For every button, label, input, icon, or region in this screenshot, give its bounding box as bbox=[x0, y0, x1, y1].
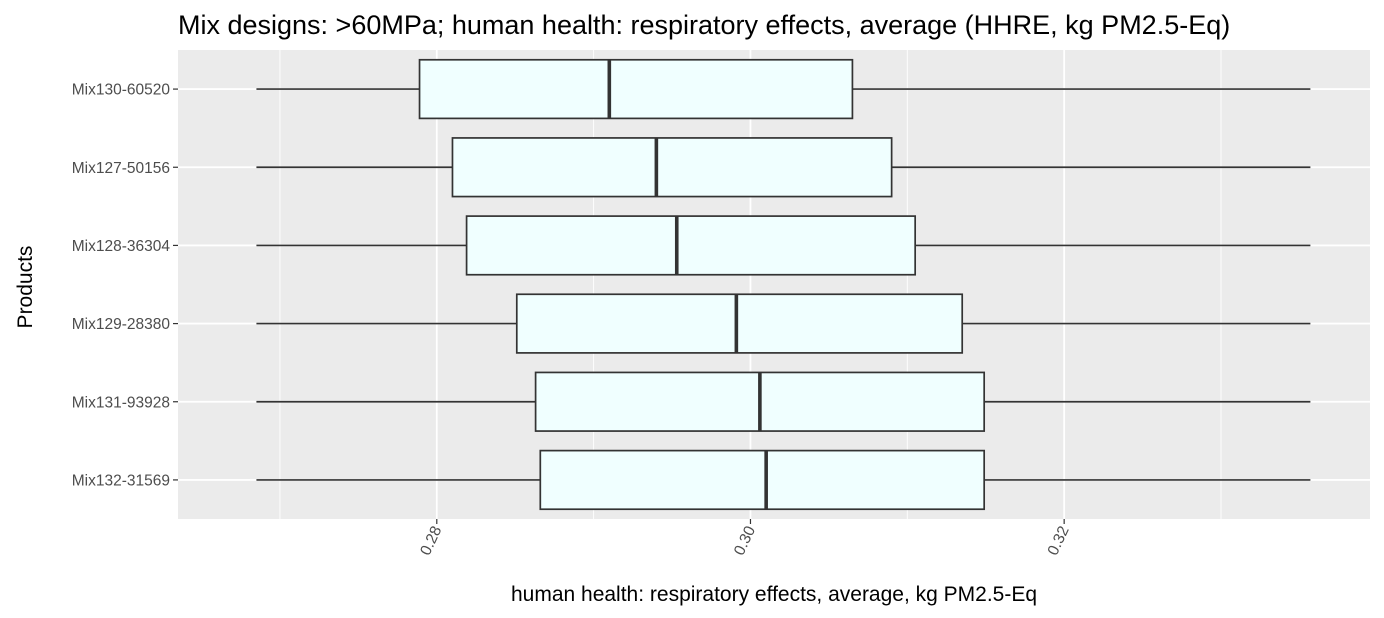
iqr-box bbox=[418, 58, 854, 120]
x-tick-label: 0.28 bbox=[417, 524, 445, 559]
y-tick-label: Mix129-28380 bbox=[72, 316, 171, 333]
box-series bbox=[256, 58, 1311, 511]
iqr-box bbox=[515, 293, 964, 354]
y-tick-label: Mix128-36304 bbox=[72, 238, 171, 255]
chart-title: Mix designs: >60MPa; human health: respi… bbox=[178, 10, 1231, 40]
box-Mix132-31569 bbox=[256, 449, 1311, 511]
plot-panel bbox=[178, 50, 1370, 519]
box-Mix131-93928 bbox=[256, 371, 1311, 432]
x-tick-label: 0.32 bbox=[1045, 524, 1073, 559]
x-tick-label: 0.30 bbox=[731, 523, 759, 558]
iqr-box bbox=[539, 449, 986, 511]
y-tick-label: Mix130-60520 bbox=[72, 82, 171, 99]
iqr-box bbox=[451, 137, 893, 198]
box-Mix130-60520 bbox=[256, 58, 1311, 120]
y-axis-label: Products bbox=[14, 246, 37, 329]
x-axis: 0.28 0.30 0.32 bbox=[417, 519, 1073, 558]
y-tick-label: Mix132-31569 bbox=[72, 472, 170, 489]
box-Mix128-36304 bbox=[256, 215, 1311, 276]
iqr-box bbox=[465, 215, 917, 276]
y-tick-label: Mix127-50156 bbox=[72, 160, 170, 177]
y-tick-label: Mix131-93928 bbox=[72, 394, 170, 411]
y-axis: Mix130-60520 Mix127-50156 Mix128-36304 Mix1… bbox=[72, 82, 178, 489]
box-Mix129-28380 bbox=[256, 293, 1311, 354]
x-axis-label: human health: respiratory effects, avera… bbox=[511, 583, 1037, 606]
box-Mix127-50156 bbox=[256, 137, 1311, 198]
